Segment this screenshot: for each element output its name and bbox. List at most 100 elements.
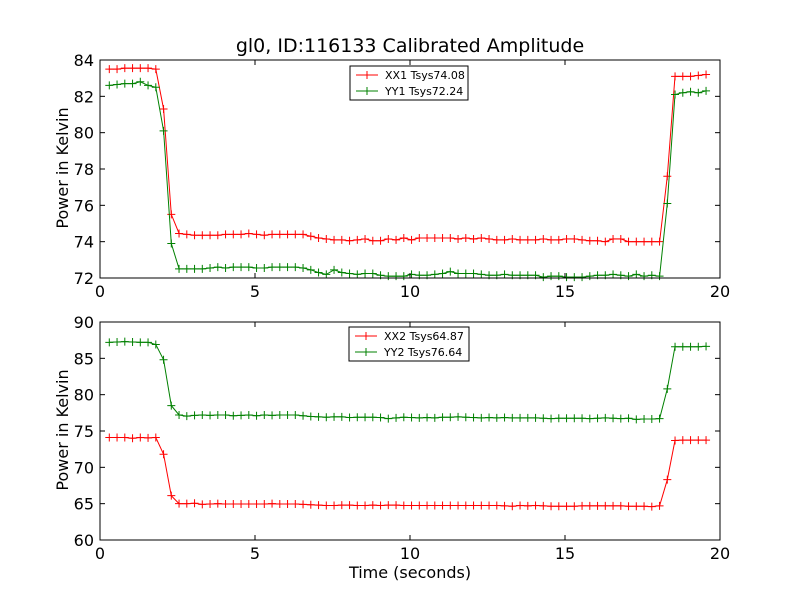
- top-series-1-point: [337, 235, 346, 244]
- bottom-series-1-point: [461, 501, 470, 510]
- top-series-1-point: [198, 231, 207, 240]
- bottom-series-2-point: [516, 413, 525, 422]
- bottom-series-1-point: [182, 499, 191, 508]
- bottom-series-1-point: [446, 501, 455, 510]
- top-x-tick-label: 20: [710, 282, 730, 301]
- top-series-2-point: [454, 269, 463, 278]
- bottom-series-2-point: [275, 411, 284, 420]
- bottom-series-1-point: [415, 501, 424, 510]
- bottom-series-1-point: [322, 501, 331, 510]
- top-series-1-point: [113, 65, 122, 74]
- top-series-1-point: [686, 72, 695, 81]
- bottom-y-tick-label: 60: [74, 531, 94, 550]
- top-series-1-point: [384, 234, 393, 243]
- bottom-series-2-point: [415, 413, 424, 422]
- bottom-legend-marker-1: [362, 332, 370, 340]
- bottom-series-1-point: [423, 501, 432, 510]
- top-series-1-point: [376, 236, 385, 245]
- bottom-series-1-point: [407, 501, 416, 510]
- bottom-series-1-point: [547, 502, 556, 511]
- bottom-y-tick-label: 70: [74, 458, 94, 477]
- top-y-tick-label: 78: [74, 160, 94, 179]
- top-series-2-point: [244, 263, 253, 272]
- bottom-series-2-point: [477, 413, 486, 422]
- bottom-series-1-point: [345, 501, 354, 510]
- bottom-series-2-point: [237, 411, 246, 420]
- bottom-series-2-point: [190, 411, 199, 420]
- bottom-series-2-point: [167, 401, 176, 410]
- bottom-legend-label-2: YY2 Tsys76.64: [383, 346, 462, 359]
- bottom-series-1-point: [492, 501, 501, 510]
- top-series-2-point: [229, 263, 238, 272]
- bottom-series-1-point: [678, 436, 687, 445]
- top-series-1-point: [159, 105, 168, 114]
- top-series-2-point: [632, 270, 641, 279]
- top-series-1-point: [175, 229, 184, 238]
- bottom-series-2-point: [144, 338, 153, 347]
- top-series-1-point: [632, 237, 641, 246]
- top-series-1-point: [206, 231, 215, 240]
- top-series-1-point: [299, 230, 308, 239]
- bottom-series-1-point: [128, 434, 137, 443]
- bottom-series-1-point: [500, 501, 509, 510]
- top-series-1-point: [671, 72, 680, 81]
- top-series-1-point: [291, 230, 300, 239]
- top-y-tick-label: 74: [74, 233, 94, 252]
- top-series-2-point: [671, 90, 680, 99]
- top-series-1-point: [229, 230, 238, 239]
- bottom-series-2-point: [368, 413, 377, 422]
- top-series-2-point: [539, 273, 548, 282]
- top-legend-marker-2: [363, 87, 371, 95]
- bottom-plot-y-axis-label: Power in Kelvin: [53, 369, 72, 490]
- bottom-series-1-point: [694, 436, 703, 445]
- bottom-series-2-point: [268, 411, 277, 420]
- bottom-series-2-point: [469, 413, 478, 422]
- bottom-series-2-point: [438, 413, 447, 422]
- bottom-y-tick-label: 90: [74, 313, 94, 332]
- bottom-series-2-point: [399, 413, 408, 422]
- top-series-2-point: [477, 270, 486, 279]
- top-series-2-point: [136, 77, 145, 86]
- bottom-series-1-point: [624, 502, 633, 511]
- bottom-series-1-point: [640, 502, 649, 511]
- top-series-1-point: [345, 236, 354, 245]
- bottom-series-1-point: [531, 501, 540, 510]
- top-series-2-point: [252, 264, 261, 273]
- top-series-1-point: [492, 235, 501, 244]
- bottom-series-1-point: [686, 436, 695, 445]
- bottom-series-2-point: [609, 414, 618, 423]
- top-series-2-point: [678, 88, 687, 97]
- bottom-series-2-point: [252, 411, 261, 420]
- bottom-series-1-point: [113, 433, 122, 442]
- top-series-1-point: [616, 234, 625, 243]
- top-series-2-point: [407, 270, 416, 279]
- x-axis-label: Time (seconds): [348, 563, 471, 582]
- bottom-x-tick-label: 10: [400, 544, 420, 563]
- top-series-1-point: [570, 234, 579, 243]
- bottom-series-2-point: [361, 413, 370, 422]
- top-series-1-point: [330, 235, 339, 244]
- bottom-x-tick-label: 5: [250, 544, 260, 563]
- bottom-legend-box: [348, 326, 470, 362]
- bottom-series-2-point: [151, 340, 160, 349]
- top-series-2-point: [570, 273, 579, 282]
- bottom-series-2-point: [337, 412, 346, 421]
- top-series-1-point: [539, 234, 548, 243]
- bottom-series-1-point: [299, 500, 308, 509]
- bottom-series-2-point: [392, 413, 401, 422]
- bottom-series-2-point: [461, 413, 470, 422]
- top-series-2-point: [702, 86, 711, 95]
- bottom-series-2-point: [694, 342, 703, 351]
- bottom-series-2-point: [508, 413, 517, 422]
- bottom-series-1-point: [384, 501, 393, 510]
- top-y-tick-label: 80: [74, 124, 94, 143]
- top-series-2-point: [554, 272, 563, 281]
- bottom-series-2-point: [120, 337, 129, 346]
- top-series-1-point: [624, 237, 633, 246]
- top-series-1-point: [361, 234, 370, 243]
- top-series-1-point: [508, 234, 517, 243]
- bottom-series-2-point: [159, 355, 168, 364]
- top-series-2-point: [314, 268, 323, 277]
- top-series-2-point: [438, 269, 447, 278]
- bottom-series-1-point: [144, 433, 153, 442]
